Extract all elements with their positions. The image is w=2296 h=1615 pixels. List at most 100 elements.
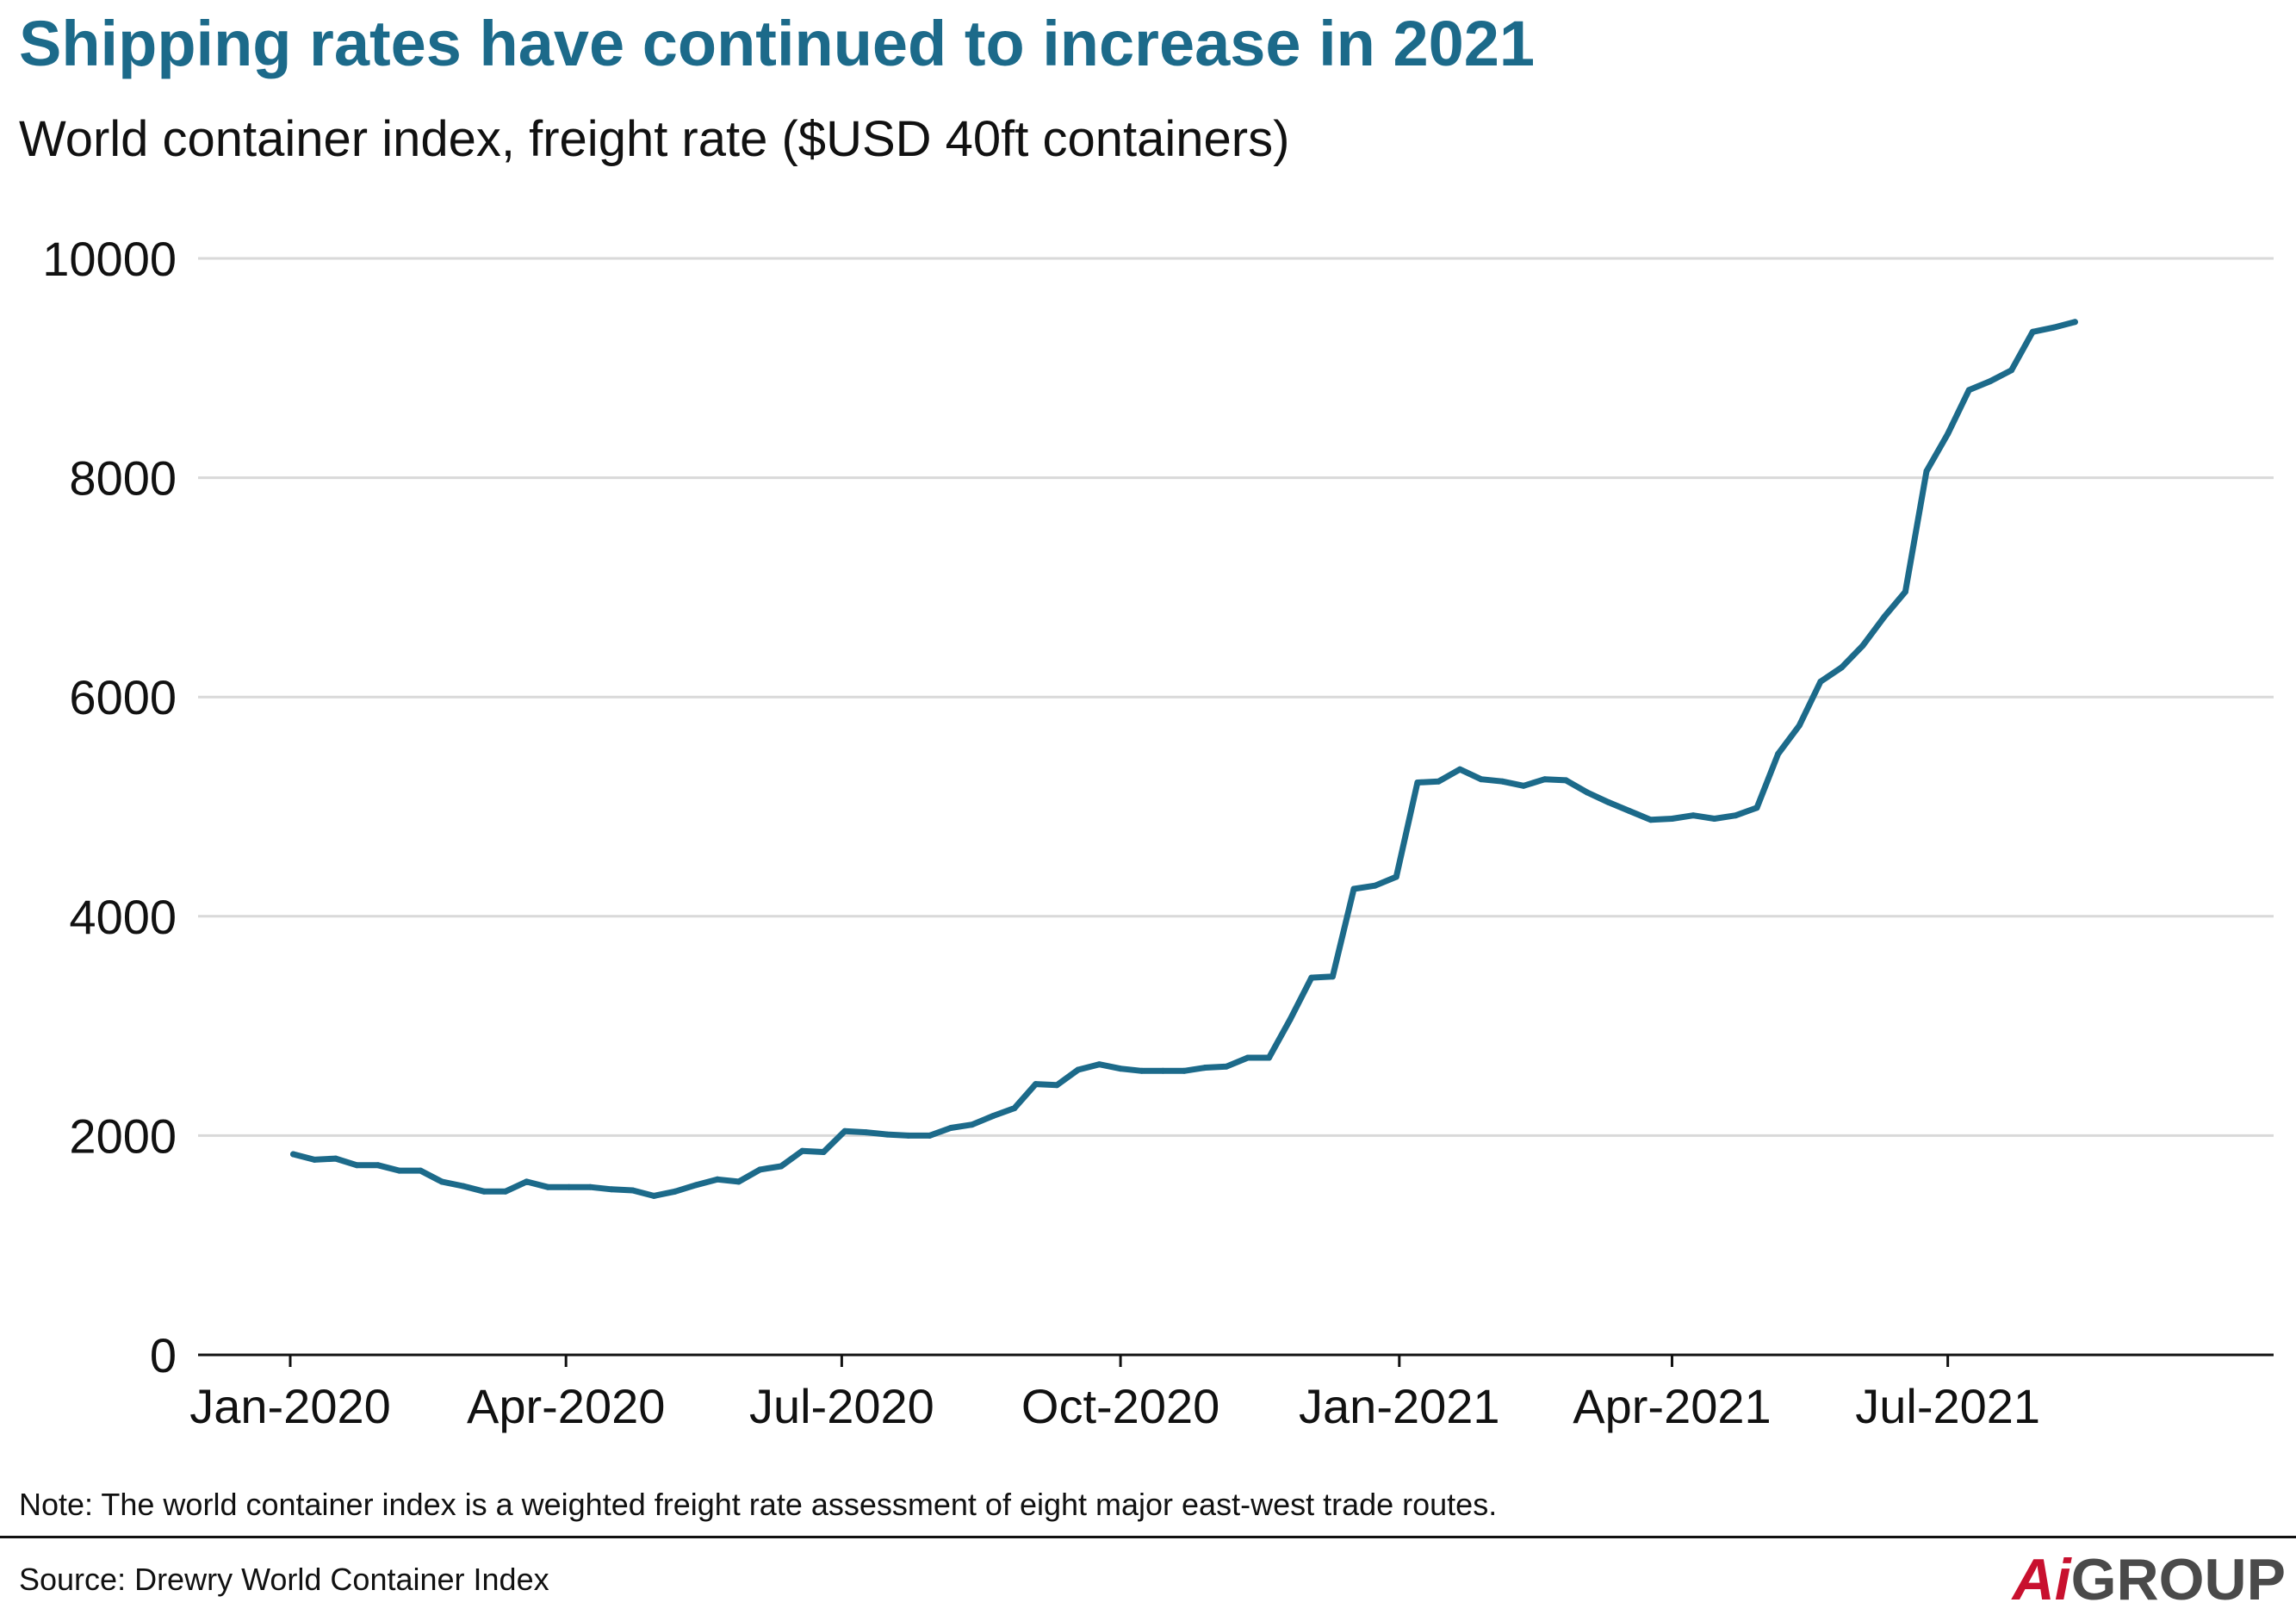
data-point bbox=[1987, 378, 1994, 385]
data-point bbox=[1562, 777, 1569, 784]
x-tick-label-Jan-2020: Jan-2020 bbox=[189, 1379, 391, 1433]
data-point bbox=[2008, 367, 2015, 374]
data-point bbox=[1096, 1061, 1102, 1068]
data-point bbox=[884, 1131, 890, 1138]
data-point bbox=[1033, 1081, 1039, 1088]
data-point bbox=[1881, 613, 1888, 620]
data-point bbox=[1839, 664, 1845, 671]
data-point bbox=[1181, 1067, 1188, 1074]
chart-title: Shipping rates have continued to increas… bbox=[19, 8, 1536, 79]
data-point bbox=[1648, 817, 1654, 823]
data-point bbox=[1372, 882, 1379, 889]
data-point bbox=[863, 1129, 869, 1136]
data-point bbox=[799, 1147, 806, 1154]
data-point bbox=[714, 1176, 721, 1183]
x-tick-label-Jul-2020: Jul-2020 bbox=[749, 1379, 934, 1433]
logo-group-text: GROUP bbox=[2070, 1547, 2286, 1612]
data-point bbox=[969, 1121, 976, 1128]
data-point bbox=[926, 1132, 933, 1139]
data-point bbox=[1923, 468, 1930, 475]
data-point bbox=[1669, 816, 1675, 822]
data-point bbox=[438, 1178, 445, 1185]
data-point bbox=[1329, 973, 1336, 980]
data-point bbox=[586, 1183, 593, 1190]
aigroup-logo: AiGROUP bbox=[2013, 1550, 2286, 1609]
logo-ai-mark: Ai bbox=[2012, 1547, 2071, 1612]
data-point bbox=[1308, 974, 1315, 981]
data-point bbox=[1202, 1065, 1209, 1071]
footer-divider bbox=[0, 1536, 2296, 1538]
data-point bbox=[1902, 588, 1908, 595]
data-point bbox=[1436, 778, 1442, 785]
chart-source: Source: Drewry World Container Index bbox=[19, 1562, 549, 1597]
x-axis: Jan-2020 Apr-2020 Jul-2020 Oct-2020 Jan-2021… bbox=[189, 1353, 2274, 1433]
data-point bbox=[905, 1132, 912, 1139]
data-point bbox=[630, 1187, 636, 1194]
data-point bbox=[1499, 778, 1505, 785]
x-tick-label-Jul-2021: Jul-2021 bbox=[1855, 1379, 2040, 1433]
data-point bbox=[566, 1183, 573, 1190]
data-point bbox=[672, 1188, 679, 1195]
chart-subtitle: World container index, freight rate ($US… bbox=[19, 111, 1290, 167]
data-point bbox=[481, 1188, 487, 1195]
data-point bbox=[735, 1178, 742, 1185]
data-point bbox=[1244, 1054, 1251, 1061]
data-point bbox=[650, 1192, 657, 1199]
data-point bbox=[502, 1188, 509, 1195]
data-point bbox=[1478, 776, 1485, 783]
data-point bbox=[1456, 766, 1463, 773]
data-point bbox=[947, 1125, 954, 1131]
data-point bbox=[1626, 808, 1633, 815]
data-point bbox=[1287, 1016, 1294, 1022]
data-point bbox=[1011, 1105, 1018, 1112]
data-point bbox=[1711, 816, 1718, 822]
data-point bbox=[353, 1162, 360, 1169]
y-tick-label-8000: 8000 bbox=[69, 451, 177, 506]
data-point bbox=[778, 1163, 785, 1170]
data-point bbox=[1223, 1063, 1230, 1070]
data-point bbox=[523, 1178, 530, 1185]
data-point bbox=[1605, 798, 1612, 805]
data-point bbox=[1753, 804, 1760, 811]
data-point bbox=[1350, 885, 1357, 892]
data-point bbox=[1266, 1054, 1272, 1061]
data-point bbox=[1859, 642, 1866, 649]
data-point bbox=[1159, 1067, 1166, 1074]
data-point bbox=[1817, 678, 1824, 685]
data-point bbox=[417, 1167, 424, 1174]
data-point bbox=[2029, 328, 2036, 335]
data-point bbox=[1732, 812, 1739, 819]
data-point bbox=[1117, 1065, 1124, 1072]
data-point bbox=[2051, 324, 2057, 331]
data-point bbox=[841, 1127, 848, 1134]
data-point bbox=[1796, 722, 1803, 729]
data-point bbox=[1584, 789, 1591, 796]
data-point bbox=[1139, 1067, 1145, 1074]
y-tick-label-6000: 6000 bbox=[69, 670, 177, 724]
series-line-0 bbox=[290, 319, 2078, 1199]
data-point bbox=[820, 1149, 827, 1155]
y-tick-label-0: 0 bbox=[150, 1328, 177, 1382]
data-point bbox=[1393, 873, 1399, 880]
x-tick-label-Jan-2021: Jan-2021 bbox=[1299, 1379, 1500, 1433]
data-point bbox=[1690, 812, 1697, 819]
data-point bbox=[990, 1113, 996, 1119]
x-tick-label-Oct-2020: Oct-2020 bbox=[1021, 1379, 1219, 1433]
data-point bbox=[2071, 319, 2078, 326]
data-point bbox=[396, 1167, 403, 1174]
data-point bbox=[756, 1166, 763, 1173]
data-point bbox=[1075, 1066, 1082, 1073]
y-tick-label-10000: 10000 bbox=[42, 232, 177, 286]
y-tick-label-2000: 2000 bbox=[69, 1109, 177, 1163]
data-point bbox=[332, 1155, 339, 1162]
data-point bbox=[1775, 750, 1782, 757]
x-tick-label-Apr-2020: Apr-2020 bbox=[467, 1379, 665, 1433]
data-point bbox=[375, 1162, 382, 1169]
data-point bbox=[544, 1183, 551, 1190]
data-point bbox=[1965, 387, 1972, 394]
data-point bbox=[290, 1151, 296, 1158]
data-point bbox=[1414, 780, 1421, 786]
data-point bbox=[608, 1186, 615, 1193]
y-tick-label-4000: 4000 bbox=[69, 890, 177, 944]
